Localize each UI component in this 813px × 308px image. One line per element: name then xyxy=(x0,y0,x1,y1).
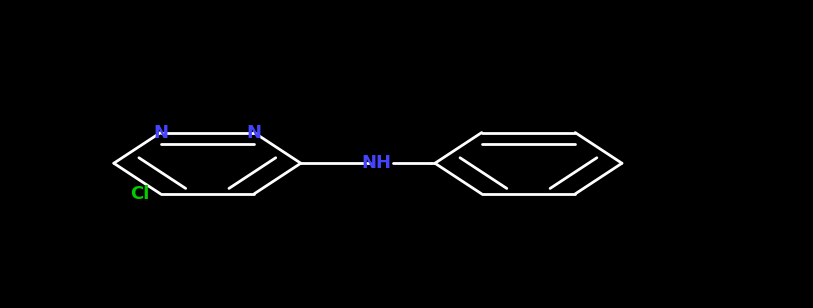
Text: N: N xyxy=(246,124,262,142)
Text: N: N xyxy=(153,124,168,142)
Text: NH: NH xyxy=(362,154,391,172)
Text: Cl: Cl xyxy=(131,185,150,203)
